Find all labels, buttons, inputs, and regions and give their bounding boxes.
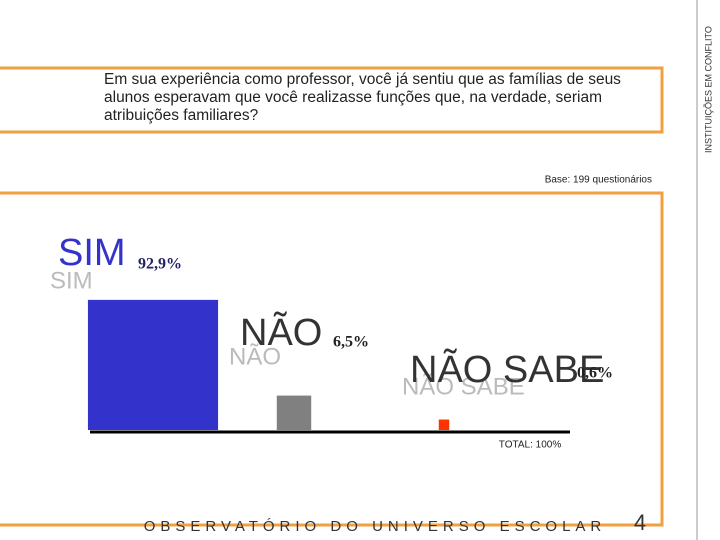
footer-text: OBSERVATÓRIO DO UNIVERSO ESCOLAR	[144, 518, 607, 535]
category-shadow: NÃO SABE	[402, 373, 525, 400]
page-number: 4	[634, 510, 646, 535]
category-shadow: NÃO	[229, 343, 281, 370]
value-label: 92,9%	[138, 256, 182, 273]
bar	[276, 395, 312, 430]
side-title: INSTITUIÇÕES EM CONFLITO	[703, 26, 713, 153]
bar	[438, 419, 450, 430]
category-label: NÃO SABE	[410, 348, 604, 391]
category-label: NÃO	[240, 311, 322, 354]
category-shadow: SIM	[50, 267, 93, 294]
value-label: 0,6%	[577, 365, 613, 382]
question-wrap: Em sua experiência como professor, você …	[104, 71, 621, 124]
chart-box	[0, 191, 664, 527]
question-box	[0, 66, 664, 134]
bar	[87, 299, 219, 430]
value-label: 6,5%	[333, 334, 369, 351]
total-note: TOTAL: 100%	[499, 440, 562, 451]
base-note: Base: 199 questionários	[545, 175, 652, 186]
question: Em sua experiência como professor, você …	[104, 71, 621, 124]
category-label: SIM	[58, 232, 126, 274]
